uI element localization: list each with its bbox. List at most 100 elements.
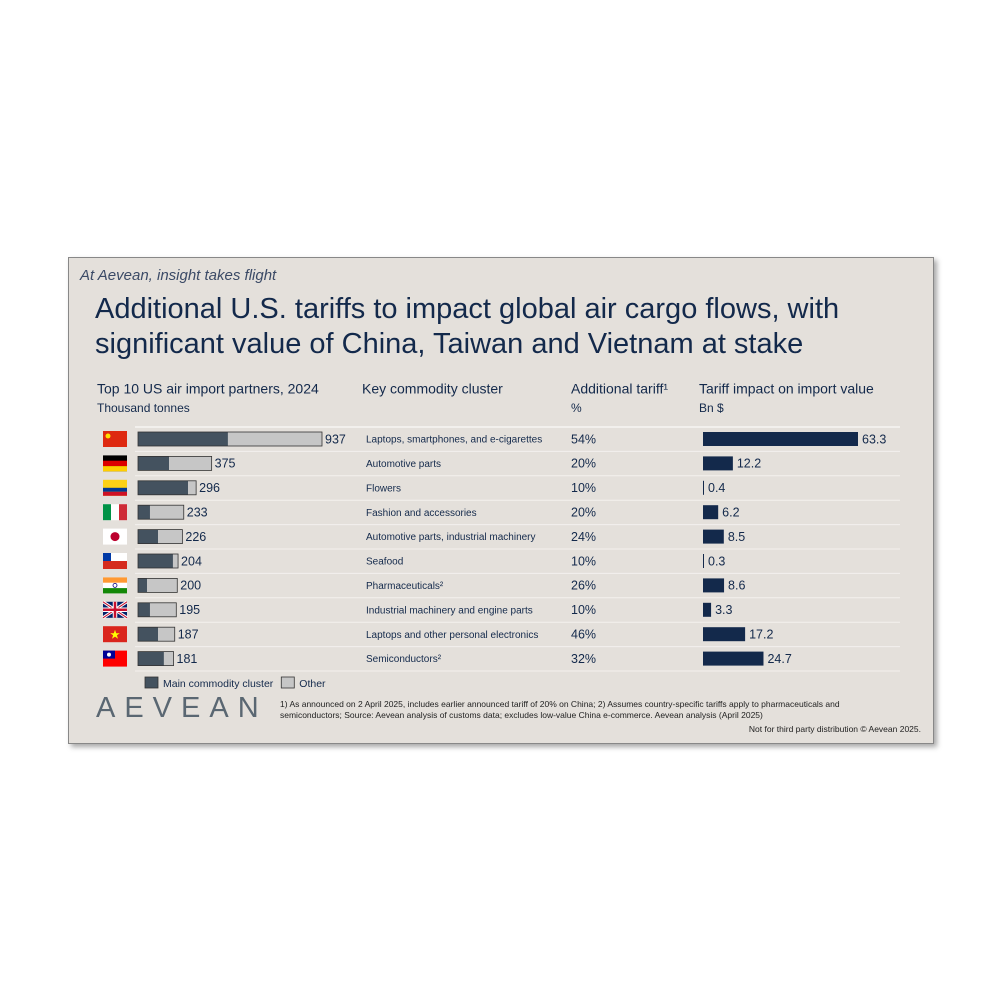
chart-subtitle: Bn $ xyxy=(699,401,724,415)
column-title: Key commodity cluster xyxy=(362,381,503,397)
bar-total-label: 937 xyxy=(325,432,346,446)
bar xyxy=(703,578,725,593)
commodity-cell: Industrial machinery and engine parts xyxy=(366,605,533,616)
bar-outline xyxy=(137,529,183,544)
tariff-cell: 54% xyxy=(571,432,596,446)
tariff-cell: 46% xyxy=(571,627,596,641)
commodity-cell: Laptops, smartphones, and e-cigarettes xyxy=(366,435,542,446)
flag-part xyxy=(107,652,111,657)
bar-value-label: 24.7 xyxy=(767,652,791,666)
bar-outline xyxy=(137,553,179,569)
bar-outline xyxy=(137,626,176,642)
bar-total-label: 200 xyxy=(180,579,201,593)
bar-outline xyxy=(137,480,197,496)
bar-value-label: 8.6 xyxy=(728,579,745,593)
bar-segment xyxy=(227,432,322,446)
bar-value-label: 0.3 xyxy=(708,554,725,568)
bar-segment xyxy=(138,505,150,520)
bar xyxy=(703,602,712,617)
bar-segment xyxy=(158,529,183,544)
bar-segment xyxy=(138,480,189,495)
legend-label: Main commodity cluster xyxy=(163,678,274,690)
bar-total-label: 204 xyxy=(181,554,202,568)
flag-part xyxy=(103,487,127,492)
bar-value-label: 17.2 xyxy=(749,627,773,641)
flag-part xyxy=(110,532,120,542)
chart-title: Top 10 US air import partners, 2024 xyxy=(97,381,319,397)
commodity-cell: Fashion and accessories xyxy=(366,508,477,519)
flag-part xyxy=(103,577,127,583)
column-subtitle: % xyxy=(571,401,582,415)
bar-value-label: 12.2 xyxy=(737,457,761,471)
bar-segment xyxy=(149,602,177,617)
bar-value-label: 63.3 xyxy=(862,432,886,446)
bar xyxy=(703,432,858,446)
flag-part xyxy=(103,431,127,447)
bar-segment xyxy=(138,627,159,642)
flag-part xyxy=(103,553,111,561)
commodity-cell: Semiconductors² xyxy=(366,654,442,665)
bar-outline xyxy=(137,651,174,666)
bar-segment xyxy=(188,480,197,495)
flag-part xyxy=(105,433,111,439)
bar-segment xyxy=(163,651,174,666)
bar-value-label: 8.5 xyxy=(728,530,745,544)
slide-title: Additional U.S. tariffs to impact global… xyxy=(95,293,840,360)
bar-segment xyxy=(138,554,173,568)
logo: AEVEAN xyxy=(96,692,268,724)
bar-segment xyxy=(147,578,178,593)
bar-total-label: 233 xyxy=(187,505,208,519)
bar-total-label: 181 xyxy=(177,652,198,666)
tariff-cell: 10% xyxy=(571,481,596,495)
bar-total-label: 375 xyxy=(215,457,236,471)
bar-segment xyxy=(138,602,150,617)
bar-outline xyxy=(137,602,177,618)
legend-label: Other xyxy=(299,678,326,690)
bar-segment xyxy=(138,432,228,446)
flag-part xyxy=(103,561,127,569)
tariff-cell: 10% xyxy=(571,554,596,568)
bar-segment xyxy=(138,456,170,471)
bar-total-label: 296 xyxy=(199,481,220,495)
legend-swatch xyxy=(280,676,295,689)
tariff-cell: 32% xyxy=(571,652,596,666)
tariff-cell: 26% xyxy=(571,579,596,593)
bar-total-label: 187 xyxy=(178,627,199,641)
commodity-cell: Automotive parts xyxy=(366,459,441,470)
bar-segment xyxy=(138,578,148,593)
bar xyxy=(703,627,746,642)
tariff-cell: 20% xyxy=(571,505,596,519)
flag-part xyxy=(103,466,127,472)
bar-segment xyxy=(172,554,179,568)
legend-swatch xyxy=(144,676,159,689)
bar xyxy=(703,505,719,520)
bar-total-label: 226 xyxy=(185,530,206,544)
bar xyxy=(703,456,733,471)
bar xyxy=(703,529,724,544)
bar-value-label: 6.2 xyxy=(722,505,739,519)
flag-part xyxy=(103,601,127,618)
bar-value-label: 0.4 xyxy=(708,481,725,495)
flag-part xyxy=(119,504,127,521)
tariff-cell: 10% xyxy=(571,603,596,617)
bar-outline xyxy=(137,455,213,471)
bar xyxy=(703,480,704,495)
tariff-cell: 20% xyxy=(571,457,596,471)
distribution-note: Not for third party distribution © Aevea… xyxy=(748,724,921,734)
bar-segment xyxy=(169,456,212,471)
bar-segment xyxy=(138,651,164,666)
flag-part xyxy=(103,491,127,496)
bar xyxy=(703,554,704,568)
footnote: 1) As announced on 2 April 2025, include… xyxy=(280,699,840,720)
flag-part xyxy=(103,588,127,594)
flag-part xyxy=(110,629,120,639)
chart-subtitle: Thousand tonnes xyxy=(97,401,190,415)
chart-title: Tariff impact on import value xyxy=(699,381,874,397)
bar-segment xyxy=(158,627,175,642)
tariff-cell: 24% xyxy=(571,530,596,544)
bar-outline xyxy=(137,504,185,520)
bar xyxy=(703,651,764,666)
commodity-cell: Seafood xyxy=(366,557,403,568)
